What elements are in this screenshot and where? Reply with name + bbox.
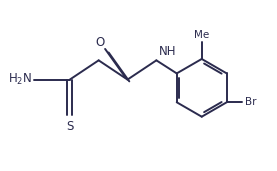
Text: O: O <box>96 36 105 49</box>
Text: NH: NH <box>158 45 176 58</box>
Text: S: S <box>66 120 73 133</box>
Text: Me: Me <box>194 30 209 40</box>
Text: H$_2$N: H$_2$N <box>8 72 32 87</box>
Text: Br: Br <box>245 97 256 107</box>
